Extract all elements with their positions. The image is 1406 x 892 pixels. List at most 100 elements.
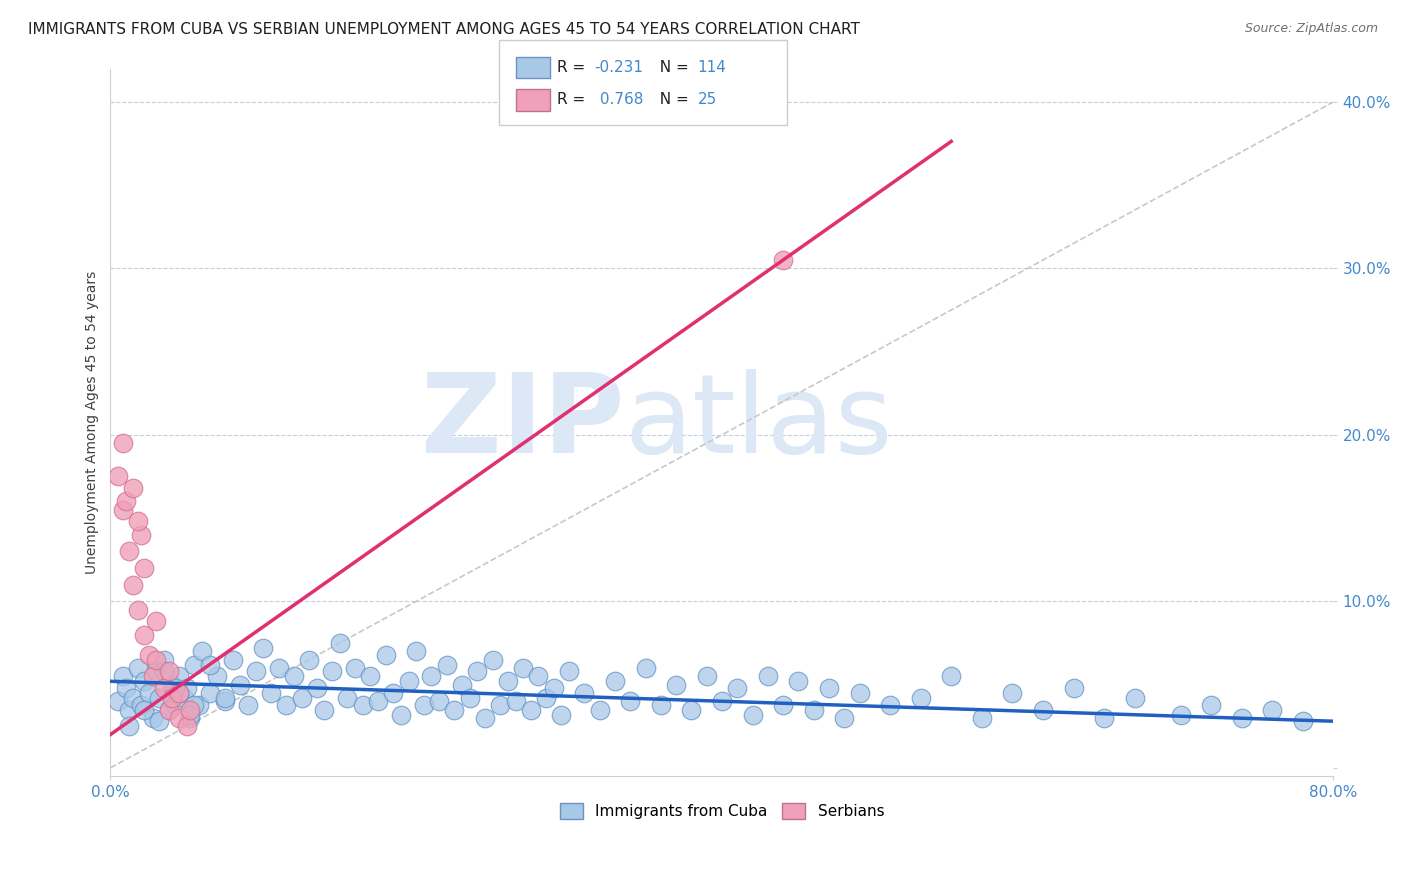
Point (107, 469, 129, 483)
Point (603, 674, 626, 689)
Point (336, 690, 359, 705)
Point (1092, 711, 1115, 725)
Point (496, 674, 519, 689)
Point (1230, 711, 1253, 725)
Point (188, 698, 211, 712)
Point (970, 711, 993, 725)
Point (389, 707, 412, 722)
Point (260, 686, 283, 700)
Point (267, 661, 290, 675)
Point (122, 481, 145, 495)
Point (681, 702, 703, 716)
Point (118, 544, 141, 558)
Point (1292, 714, 1315, 729)
Point (543, 681, 565, 695)
Point (157, 702, 180, 716)
Point (142, 711, 165, 725)
Point (138, 648, 160, 662)
Point (214, 690, 236, 705)
Point (157, 702, 180, 716)
Point (420, 669, 443, 683)
Point (111, 502, 134, 516)
Point (191, 644, 214, 658)
Point (167, 669, 190, 683)
Point (153, 681, 176, 695)
Text: R =: R = (557, 93, 591, 107)
Point (1001, 686, 1024, 700)
Point (167, 686, 190, 700)
Point (527, 669, 550, 683)
Point (588, 702, 610, 716)
Point (803, 702, 825, 716)
Text: ZIP: ZIP (420, 369, 624, 475)
Point (145, 615, 167, 629)
Point (107, 694, 129, 708)
Point (183, 657, 205, 672)
Point (756, 669, 779, 683)
Point (148, 714, 170, 729)
Point (132, 702, 155, 716)
Text: 0.768: 0.768 (595, 93, 643, 107)
Point (725, 681, 748, 695)
Point (132, 627, 155, 641)
Point (132, 561, 155, 575)
Point (298, 652, 321, 666)
Point (179, 711, 201, 725)
Point (163, 698, 186, 712)
Point (832, 711, 855, 725)
Text: Source: ZipAtlas.com: Source: ZipAtlas.com (1244, 22, 1378, 36)
Point (1170, 707, 1192, 722)
Text: 25: 25 (697, 93, 717, 107)
Point (229, 677, 252, 691)
Point (398, 674, 420, 689)
Point (122, 690, 145, 705)
Point (696, 669, 718, 683)
Point (276, 698, 298, 712)
Point (619, 694, 641, 708)
Text: R =: R = (557, 61, 591, 75)
Point (222, 652, 245, 666)
Point (941, 669, 963, 683)
Point (427, 694, 450, 708)
Point (111, 436, 134, 450)
Point (179, 707, 201, 722)
Point (848, 686, 870, 700)
Point (198, 657, 221, 672)
Point (207, 669, 229, 683)
Point (1261, 702, 1284, 716)
Point (179, 702, 201, 716)
Point (153, 665, 176, 679)
Point (1123, 690, 1146, 705)
Point (367, 694, 389, 708)
Point (352, 698, 374, 712)
Point (127, 661, 149, 675)
Point (443, 702, 465, 716)
Point (534, 690, 557, 705)
Point (1063, 681, 1085, 695)
Point (214, 694, 236, 708)
Point (1032, 702, 1054, 716)
Point (236, 698, 259, 712)
Point (558, 665, 581, 679)
Point (132, 674, 155, 689)
Y-axis label: Unemployment Among Ages 45 to 54 years: Unemployment Among Ages 45 to 54 years (86, 270, 100, 574)
Point (1199, 698, 1222, 712)
Point (160, 690, 183, 705)
Point (787, 674, 810, 689)
Point (665, 677, 688, 691)
Point (148, 690, 170, 705)
Point (142, 669, 165, 683)
Point (245, 665, 267, 679)
Point (160, 677, 183, 691)
Point (176, 681, 198, 695)
Point (405, 644, 427, 658)
Point (634, 661, 657, 675)
Point (710, 694, 733, 708)
Point (520, 702, 543, 716)
Point (550, 707, 572, 722)
Point (183, 698, 205, 712)
Text: 114: 114 (697, 61, 727, 75)
Point (252, 640, 274, 655)
Point (321, 665, 343, 679)
Point (436, 657, 458, 672)
